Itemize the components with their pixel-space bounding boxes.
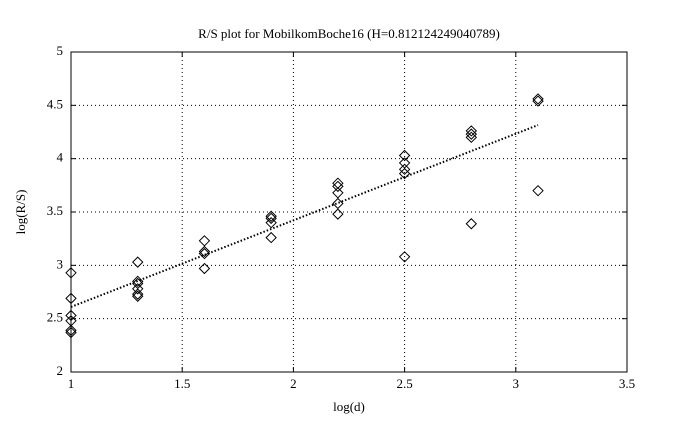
x-axis-label: log(d) — [333, 399, 365, 414]
x-tick-label: 3.5 — [619, 376, 635, 391]
diamond-marker — [132, 275, 144, 288]
y-tick-label: 5 — [57, 43, 64, 58]
x-tick-label: 1.5 — [174, 376, 190, 391]
plot-frame — [70, 51, 628, 373]
diamond-marker — [465, 218, 478, 230]
diamond-marker — [532, 184, 544, 197]
y-tick-label: 3.5 — [47, 203, 63, 218]
diamond-marker — [398, 163, 411, 176]
y-axis-label: log(R/S) — [13, 190, 28, 235]
diamond-marker — [332, 180, 344, 193]
diamond-marker — [532, 93, 544, 105]
diamond-marker — [265, 231, 277, 244]
y-tick-label: 4.5 — [47, 96, 63, 111]
diamond-marker — [65, 292, 77, 305]
x-tick-label: 2 — [290, 376, 297, 391]
diamond-marker — [65, 326, 77, 339]
y-tick-label: 2.5 — [47, 310, 63, 325]
diamond-marker — [65, 309, 77, 322]
diamond-marker — [532, 95, 544, 107]
x-tick-label: 2.5 — [396, 376, 412, 391]
diamond-marker — [265, 210, 277, 222]
x-tick-label: 3 — [513, 376, 520, 391]
fit-line — [70, 124, 539, 308]
y-tick-label: 2 — [57, 363, 64, 378]
y-tick-label: 3 — [57, 256, 64, 271]
diamond-marker — [398, 167, 411, 180]
diamond-marker — [132, 288, 144, 300]
diamond-marker — [398, 149, 411, 162]
diamond-marker — [132, 256, 144, 268]
x-tick-label: 1 — [68, 376, 75, 391]
chart-title: R/S plot for MobilkomBoche16 (H=0.812124… — [198, 26, 500, 41]
diamond-marker — [198, 245, 211, 258]
diamond-marker — [132, 283, 144, 295]
diamond-marker — [465, 128, 478, 140]
diamond-marker — [265, 212, 277, 225]
diamond-marker — [198, 247, 211, 260]
diamond-marker — [398, 251, 411, 263]
diamond-marker — [332, 208, 344, 220]
diamond-marker — [265, 216, 277, 229]
diamond-marker — [465, 131, 478, 144]
diamond-marker — [132, 290, 144, 302]
diamond-marker — [65, 267, 77, 279]
y-tick-label: 4 — [57, 150, 64, 165]
diamond-marker — [198, 262, 211, 275]
diamond-marker — [65, 324, 77, 337]
diamond-marker — [465, 125, 478, 137]
